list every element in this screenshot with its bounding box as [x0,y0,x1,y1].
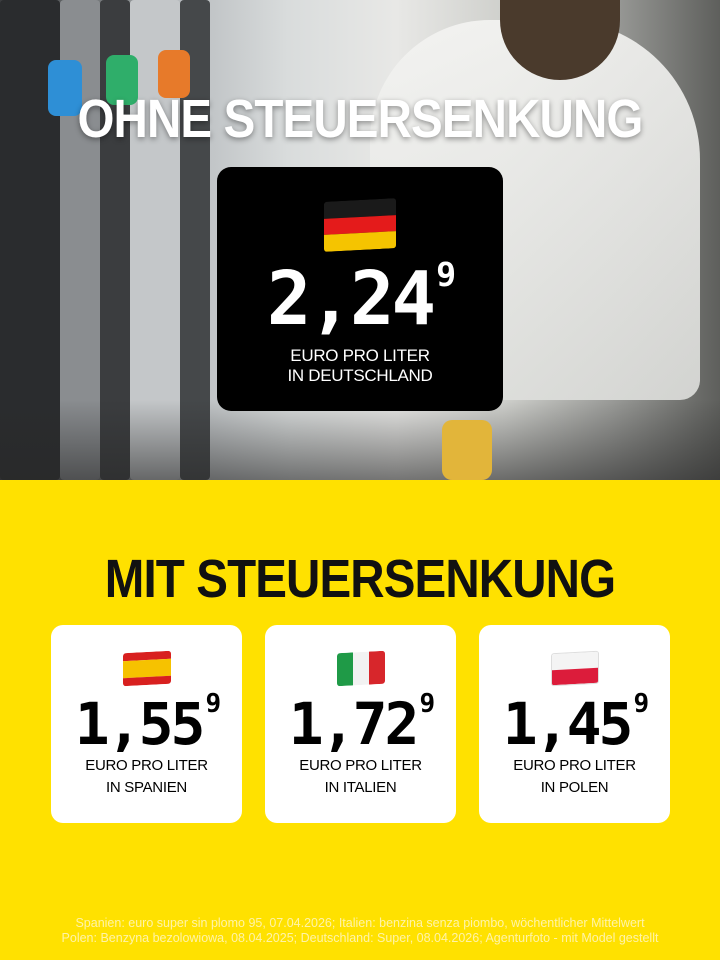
germany-price: 2,249 [217,258,503,336]
germany-flag-icon [324,198,396,252]
unit-label: EURO PRO LITER [299,757,422,774]
fuel-station-photo [0,0,720,480]
poland-price: 1,45 9 [479,691,670,753]
italy-price-card: 1,72 9 EURO PRO LITER IN ITALIEN [265,625,456,823]
unit-label: EURO PRO LITER [513,757,636,774]
germany-price-card: 2,249 EURO PRO LITER IN DEUTSCHLAND [217,167,503,411]
spain-price-card: 1,55 9 EURO PRO LITER IN SPANIEN [51,625,242,823]
price-tenth-cent: 9 [633,689,649,719]
poland-flag-icon [550,650,599,687]
spain-flag-icon [122,650,171,687]
italy-flag-icon [336,650,385,687]
unit-label: EURO PRO LITER [85,757,208,774]
price-value: 2,24 [266,256,436,342]
location-label: IN POLEN [540,779,609,796]
source-footnote: Spanien: euro super sin plomo 95, 07.04.… [0,916,720,946]
location-label: IN ITALIEN [324,779,397,796]
location-label: IN DEUTSCHLAND [287,366,433,385]
footnote-line-1: Spanien: euro super sin plomo 95, 07.04.… [75,916,645,930]
location-label: IN SPANIEN [106,779,187,796]
italy-price: 1,72 9 [265,691,456,753]
heading-without-tax-cut: OHNE STEUERSENKUNG [77,89,643,149]
price-tenth-cent: 9 [436,255,456,294]
unit-label: EURO PRO LITER [290,346,430,365]
price-tenth-cent: 9 [205,689,221,719]
price-tenth-cent: 9 [419,689,435,719]
spain-price: 1,55 9 [51,691,242,753]
price-value: 1,45 [502,690,634,758]
price-value: 1,72 [288,690,420,758]
poland-price-card: 1,45 9 EURO PRO LITER IN POLEN [479,625,670,823]
heading-with-tax-cut: MIT STEUERSENKUNG [104,549,616,609]
footnote-line-2: Polen: Benzyna bezolowiowa, 08.04.2025; … [61,931,659,945]
price-value: 1,55 [74,690,206,758]
